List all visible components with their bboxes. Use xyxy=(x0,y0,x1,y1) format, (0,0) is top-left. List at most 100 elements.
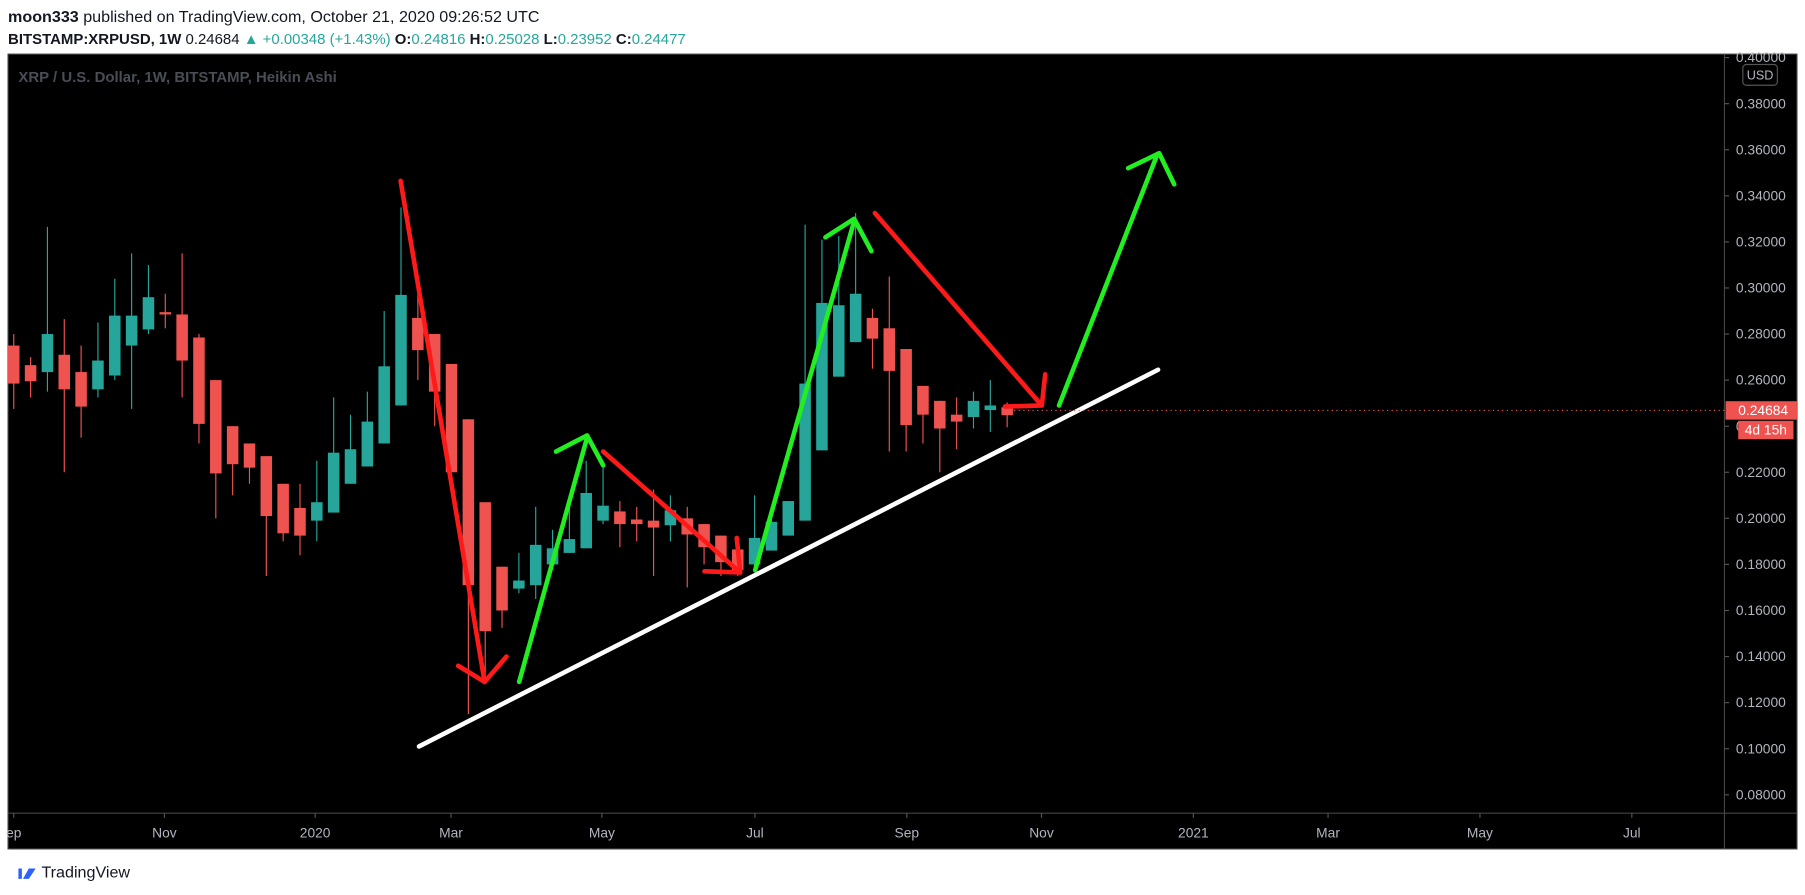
publish-line: moon333 published on TradingView.com, Oc… xyxy=(8,8,540,26)
y-tick-label: 0.34000 xyxy=(1736,187,1786,203)
arrow-head xyxy=(1002,372,1048,409)
candle-body xyxy=(900,349,912,426)
candle-body xyxy=(917,385,929,415)
countdown-box xyxy=(1738,420,1794,440)
candle-body xyxy=(950,414,963,422)
candle-body xyxy=(445,363,458,473)
candle-body xyxy=(193,337,205,424)
last: 0.24684 xyxy=(186,31,240,48)
candle-body xyxy=(109,315,121,376)
arrow xyxy=(600,449,743,575)
x-tick-label: Jul xyxy=(1623,824,1641,840)
x-tick-label: Sep xyxy=(895,824,920,840)
candle-body xyxy=(462,419,475,586)
candle-body xyxy=(75,372,87,407)
x-tick-label: Nov xyxy=(1029,824,1054,840)
candle-body xyxy=(496,566,508,611)
arrow-head xyxy=(1125,150,1177,187)
y-tick-label: 0.26000 xyxy=(1736,372,1786,388)
candle-body xyxy=(580,492,592,549)
candle-body xyxy=(412,317,424,351)
last-price-box xyxy=(1725,401,1797,420)
h-value: 0.25028 xyxy=(485,31,539,48)
drawings xyxy=(398,150,1177,749)
candle-body xyxy=(816,302,828,451)
candle-body xyxy=(513,580,525,589)
arrow xyxy=(398,178,487,685)
candle-body xyxy=(748,537,761,565)
y-tick-label: 0.38000 xyxy=(1736,95,1786,111)
arrow xyxy=(1056,153,1160,408)
candle-body xyxy=(7,345,20,384)
candle-body xyxy=(698,524,710,548)
currency: USD xyxy=(1747,68,1774,82)
axes: 0.08000 0.10000 0.12000 0.14000 0.16000 0.180… xyxy=(6,49,1786,840)
o-value: 0.24816 xyxy=(411,31,465,48)
chart-panel xyxy=(7,53,1798,850)
candle-body xyxy=(765,521,778,551)
plot xyxy=(7,207,1013,715)
candle-body xyxy=(159,312,172,315)
arrow xyxy=(752,218,857,573)
x-tick-label: Mar xyxy=(439,824,463,840)
candle-body xyxy=(883,328,896,371)
candle-body xyxy=(142,297,155,330)
author: moon333 xyxy=(8,8,79,26)
price-label: 0.24684 4d 15h xyxy=(1014,401,1797,440)
candle-body xyxy=(311,502,323,521)
c-value: 0.24477 xyxy=(632,31,686,48)
candle-body xyxy=(647,520,660,528)
y-tick-label: 0.36000 xyxy=(1736,141,1786,157)
candle-body xyxy=(58,354,71,390)
candle-body xyxy=(597,505,609,521)
candle-body xyxy=(630,519,643,525)
candle-body xyxy=(715,535,727,563)
candle-body xyxy=(277,483,289,534)
y-tick-label: 0.22000 xyxy=(1736,464,1786,480)
x-tick-label: Nov xyxy=(152,824,177,840)
h-label: H: xyxy=(470,31,486,48)
arrow xyxy=(872,210,1045,408)
arrow-head xyxy=(455,654,509,685)
candle-body xyxy=(226,426,239,465)
candle-body xyxy=(41,334,54,373)
trend-line xyxy=(416,367,1161,749)
arrow xyxy=(516,435,590,685)
x-tick-label: 2020 xyxy=(300,824,331,840)
candle-body xyxy=(243,443,256,468)
arrow-head xyxy=(553,433,606,468)
y-tick-label: 0.32000 xyxy=(1736,233,1786,249)
l-value: 0.23952 xyxy=(558,31,612,48)
footer-brand: TradingView xyxy=(41,864,130,882)
change: ▲ +0.00348 (+1.43%) xyxy=(244,31,391,48)
candle-body xyxy=(294,507,306,536)
currency-box xyxy=(1742,63,1778,86)
candle-body xyxy=(866,317,879,339)
candle-body xyxy=(428,334,441,392)
y-tick-label: 0.30000 xyxy=(1736,280,1786,296)
candle-body xyxy=(176,314,188,361)
candle-body xyxy=(361,421,374,467)
candle-body xyxy=(782,501,795,536)
candle-body xyxy=(92,360,104,390)
candle-body xyxy=(833,305,845,377)
y-tick-label: 0.20000 xyxy=(1736,510,1786,526)
candle-body xyxy=(664,510,677,526)
o-label: O: xyxy=(395,31,412,48)
candle-body xyxy=(125,315,138,346)
candle-body xyxy=(1001,407,1013,416)
c-label: C: xyxy=(616,31,632,48)
arrow-head xyxy=(823,216,874,254)
countdown: 4d 15h xyxy=(1745,422,1787,438)
candle-body xyxy=(327,452,340,513)
candle-body xyxy=(529,544,542,586)
candle-body xyxy=(24,365,37,382)
symbol-line: BITSTAMP:XRPUSD, 1W 0.24684 ▲ +0.00348 (… xyxy=(8,31,686,48)
candle-body xyxy=(967,400,980,417)
chart-title: XRP / U.S. Dollar, 1W, BITSTAMP, Heikin … xyxy=(18,69,336,86)
l-label: L: xyxy=(544,31,558,48)
y-tick-label: 0.16000 xyxy=(1736,602,1786,618)
published: published on TradingView.com, October 21… xyxy=(79,8,540,26)
candle-body xyxy=(614,511,626,525)
